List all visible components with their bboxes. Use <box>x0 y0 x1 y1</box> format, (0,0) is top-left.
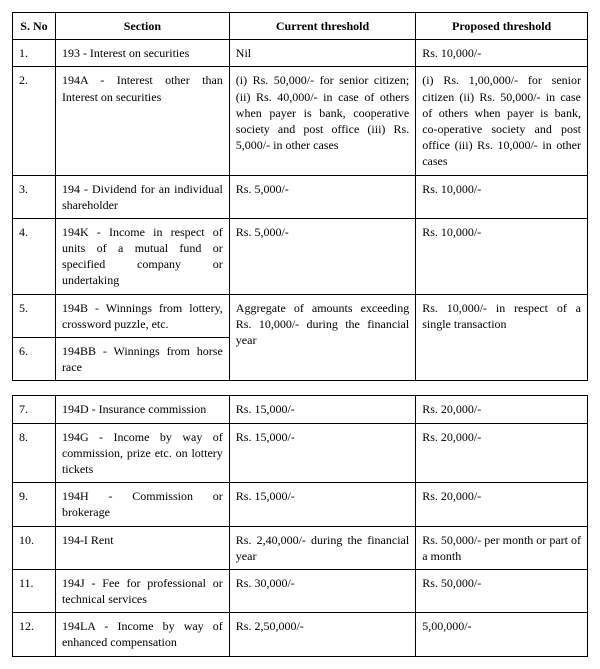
cell-current: Rs. 5,000/- <box>229 218 415 294</box>
cell-section: 194J - Fee for professional or technical… <box>55 569 229 612</box>
cell-current: Rs. 15,000/- <box>229 483 415 526</box>
cell-section: 194-I Rent <box>55 526 229 569</box>
header-section: Section <box>55 13 229 40</box>
header-sno: S. No <box>13 13 56 40</box>
cell-proposed: Rs. 20,000/- <box>416 423 588 483</box>
table-gap-row <box>13 381 588 396</box>
cell-section: 193 - Interest on securities <box>55 40 229 67</box>
cell-proposed: 5,00,000/- <box>416 613 588 656</box>
table-row: 9. 194H - Commission or brokerage Rs. 15… <box>13 483 588 526</box>
cell-section: 194BB - Winnings from horse race <box>55 338 229 381</box>
cell-proposed: Rs. 20,000/- <box>416 483 588 526</box>
cell-section: 194B - Winnings from lottery, crossword … <box>55 294 229 337</box>
header-proposed: Proposed threshold <box>416 13 588 40</box>
cell-section: 194 - Dividend for an individual shareho… <box>55 175 229 218</box>
header-current: Current threshold <box>229 13 415 40</box>
table-row: 1. 193 - Interest on securities Nil Rs. … <box>13 40 588 67</box>
table-header-row: S. No Section Current threshold Proposed… <box>13 13 588 40</box>
cell-sno: 7. <box>13 396 56 423</box>
table-row: 8. 194G - Income by way of commission, p… <box>13 423 588 483</box>
table-row: 12. 194LA - Income by way of enhanced co… <box>13 613 588 656</box>
cell-sno: 6. <box>13 338 56 381</box>
cell-section: 194K - Income in respect of units of a m… <box>55 218 229 294</box>
cell-current: Rs. 5,000/- <box>229 175 415 218</box>
table-row: 5. 194B - Winnings from lottery, crosswo… <box>13 294 588 337</box>
cell-current: Rs. 2,50,000/- <box>229 613 415 656</box>
cell-proposed: Rs. 50,000/- per month or part of a mont… <box>416 526 588 569</box>
cell-proposed: Rs. 10,000/- <box>416 218 588 294</box>
table-row: 2. 194A - Interest other than Interest o… <box>13 67 588 175</box>
cell-proposed: Rs. 20,000/- <box>416 396 588 423</box>
cell-section: 194H - Commission or brokerage <box>55 483 229 526</box>
cell-section: 194D - Insurance commission <box>55 396 229 423</box>
cell-current-merged: Aggregate of amounts exceeding Rs. 10,00… <box>229 294 415 381</box>
cell-section: 194LA - Income by way of enhanced compen… <box>55 613 229 656</box>
cell-section: 194G - Income by way of commission, priz… <box>55 423 229 483</box>
cell-current: (i) Rs. 50,000/- for senior citizen; (ii… <box>229 67 415 175</box>
cell-sno: 8. <box>13 423 56 483</box>
cell-proposed: Rs. 10,000/- <box>416 40 588 67</box>
cell-sno: 10. <box>13 526 56 569</box>
cell-current: Rs. 2,40,000/- during the financial year <box>229 526 415 569</box>
cell-proposed: (i) Rs. 1,00,000/- for senior citizen (i… <box>416 67 588 175</box>
cell-sno: 1. <box>13 40 56 67</box>
cell-current: Rs. 15,000/- <box>229 423 415 483</box>
table-row: 4. 194K - Income in respect of units of … <box>13 218 588 294</box>
cell-sno: 2. <box>13 67 56 175</box>
threshold-table: S. No Section Current threshold Proposed… <box>12 12 588 657</box>
table-row: 11. 194J - Fee for professional or techn… <box>13 569 588 612</box>
cell-current: Rs. 30,000/- <box>229 569 415 612</box>
cell-sno: 9. <box>13 483 56 526</box>
cell-sno: 12. <box>13 613 56 656</box>
cell-current: Nil <box>229 40 415 67</box>
cell-proposed-merged: Rs. 10,000/- in respect of a single tran… <box>416 294 588 381</box>
cell-sno: 11. <box>13 569 56 612</box>
cell-sno: 3. <box>13 175 56 218</box>
cell-sno: 5. <box>13 294 56 337</box>
table-row: 7. 194D - Insurance commission Rs. 15,00… <box>13 396 588 423</box>
table-row: 10. 194-I Rent Rs. 2,40,000/- during the… <box>13 526 588 569</box>
cell-proposed: Rs. 10,000/- <box>416 175 588 218</box>
cell-proposed: Rs. 50,000/- <box>416 569 588 612</box>
cell-current: Rs. 15,000/- <box>229 396 415 423</box>
table-row: 3. 194 - Dividend for an individual shar… <box>13 175 588 218</box>
cell-sno: 4. <box>13 218 56 294</box>
cell-section: 194A - Interest other than Interest on s… <box>55 67 229 175</box>
